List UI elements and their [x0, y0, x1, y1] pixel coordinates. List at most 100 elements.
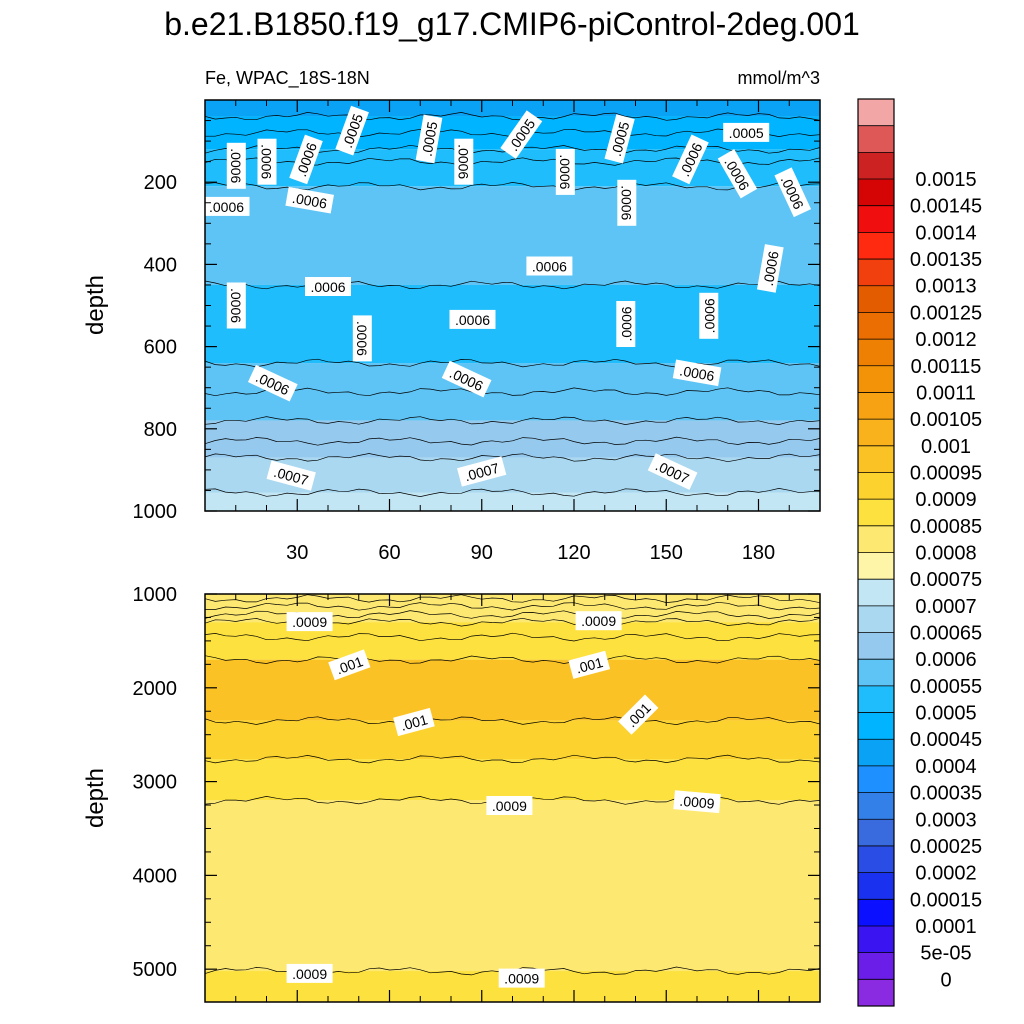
svg-text:.0006: .0006 — [228, 288, 244, 323]
colorbar-label: 0.0009 — [915, 489, 976, 511]
colorbar-label: 0.00105 — [910, 409, 982, 431]
contour-label: .0006 — [203, 196, 250, 216]
contour-line — [205, 182, 820, 191]
contour-line — [205, 488, 820, 497]
colorbar-swatch — [858, 179, 894, 207]
colorbar-label: 0.0015 — [915, 169, 976, 191]
upper-y-axis-label: depth — [82, 275, 109, 335]
y-tick-label: 200 — [144, 172, 177, 194]
colorbar-label: 0.0003 — [915, 809, 976, 831]
contour-label: .0006 — [305, 277, 351, 296]
svg-text:.0005: .0005 — [419, 120, 441, 157]
colorbar-swatch — [858, 979, 894, 1007]
colorbar-label: 0.0007 — [915, 596, 976, 618]
y-tick-label: 400 — [144, 254, 177, 276]
colorbar-label: 0.00095 — [910, 462, 982, 484]
depth-band — [205, 284, 820, 364]
colorbar-swatch — [858, 365, 894, 393]
svg-text:.0006: .0006 — [291, 190, 328, 212]
y-tick-label: 2000 — [133, 678, 178, 700]
svg-text:.0006: .0006 — [209, 199, 244, 215]
colorbar-label: 0.0006 — [915, 649, 976, 671]
colorbar-label: 0.0004 — [915, 756, 976, 778]
x-tick-label: 150 — [650, 542, 683, 564]
contour-line — [205, 436, 820, 446]
y-tick-label: 1000 — [133, 501, 178, 523]
svg-text:.001: .001 — [399, 711, 430, 734]
svg-text:.0006: .0006 — [310, 279, 345, 295]
y-tick-label: 5000 — [133, 959, 178, 981]
contour-label: .0009 — [286, 963, 333, 983]
contour-line — [205, 601, 820, 611]
colorbar-label: 0.00055 — [910, 676, 982, 698]
contour-label: .0009 — [286, 612, 333, 632]
colorbar-swatch — [858, 339, 894, 367]
contour-label: .0006 — [699, 292, 719, 339]
svg-text:.0006: .0006 — [701, 298, 717, 333]
colorbar-swatch — [858, 952, 894, 980]
contour-label: .0009 — [486, 796, 533, 815]
depth-band — [205, 759, 820, 801]
contour-label: .0005 — [415, 114, 443, 164]
contour-line — [205, 655, 820, 664]
contour-label: .0006 — [616, 301, 636, 347]
colorbar-swatch — [858, 899, 894, 927]
contour-label: .0009 — [498, 968, 545, 988]
lower-y-axis-label: depth — [82, 768, 109, 828]
colorbar-swatch — [858, 205, 894, 233]
colorbar-label: 0.0002 — [915, 863, 976, 885]
depth-band — [205, 720, 820, 760]
svg-text:.0006: .0006 — [618, 185, 634, 220]
colorbar-label: 0.0005 — [915, 703, 976, 725]
contour-line — [205, 416, 820, 425]
colorbar-swatch — [858, 925, 894, 953]
colorbar-label: 0.00085 — [910, 516, 982, 538]
x-tick-label: 60 — [378, 542, 400, 564]
svg-text:.0006: .0006 — [455, 312, 490, 328]
colorbar-label: 0.00025 — [910, 836, 982, 858]
colorbar-label: 0 — [940, 969, 951, 991]
svg-text:.0009: .0009 — [292, 614, 327, 630]
contour-label: .0006 — [617, 179, 637, 226]
colorbar-swatch — [858, 605, 894, 633]
colorbar-swatch — [858, 445, 894, 473]
contour-label: .0006 — [226, 282, 246, 329]
svg-text:.0006: .0006 — [557, 154, 573, 189]
colorbar-label: 5e-05 — [920, 943, 971, 965]
units-label: mmol/m^3 — [738, 68, 820, 88]
contour-label: .0006 — [526, 256, 573, 276]
colorbar-label: 0.00045 — [910, 729, 982, 751]
svg-text:.0006: .0006 — [618, 306, 634, 341]
colorbar-swatch — [858, 739, 894, 767]
contour-label: .0005 — [723, 122, 770, 142]
colorbar-label: 0.00035 — [910, 783, 982, 805]
svg-text:.0006: .0006 — [354, 321, 370, 356]
contour-line — [205, 453, 820, 463]
svg-text:.0009: .0009 — [581, 613, 616, 629]
svg-text:.0005: .0005 — [729, 125, 764, 141]
colorbar-swatch — [858, 659, 894, 687]
depth-band — [205, 420, 820, 458]
y-tick-label: 600 — [144, 337, 177, 359]
colorbar-swatch — [858, 232, 894, 260]
colorbar-label: 0.00135 — [910, 249, 982, 271]
colorbar-label: 0.00115 — [911, 356, 982, 378]
colorbar-swatch — [858, 152, 894, 180]
colorbar-frame — [857, 98, 895, 1007]
contour-label: .0009 — [575, 611, 622, 631]
variable-region-label: Fe, WPAC_18S-18N — [205, 68, 370, 89]
svg-text:.0009: .0009 — [292, 966, 327, 982]
colorbar-swatch — [858, 579, 894, 607]
colorbar-swatch — [858, 499, 894, 527]
contour-label: .0006 — [449, 309, 496, 329]
contour-line — [205, 754, 820, 764]
colorbar-label: 0.00015 — [910, 889, 982, 911]
colorbar-label: 0.0008 — [915, 543, 976, 565]
svg-text:.0009: .0009 — [492, 798, 527, 814]
svg-text:.0006: .0006 — [228, 148, 244, 183]
colorbar-swatch — [858, 632, 894, 660]
colorbar-swatch — [858, 845, 894, 873]
colorbar-label: 0.00125 — [910, 302, 982, 324]
depth-band — [205, 659, 820, 721]
colorbar-swatch — [858, 712, 894, 740]
